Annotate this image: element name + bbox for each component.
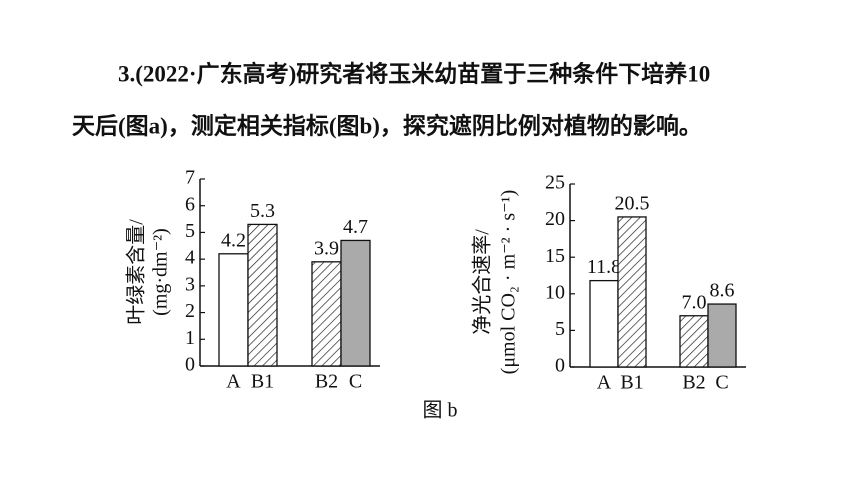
x-tick-label: C (715, 372, 728, 394)
bar (617, 216, 647, 368)
figure-caption: 图 b (423, 400, 458, 422)
bar (311, 261, 342, 367)
y-tick-label: 0 (185, 354, 195, 376)
x-tick-label: A (597, 372, 612, 394)
bar (679, 315, 709, 368)
bar (218, 253, 249, 367)
y-tick-label: 7 (185, 167, 195, 189)
y-tick-label: 6 (185, 193, 195, 215)
y-tick-label: 20 (545, 208, 565, 230)
y-axis-label: 净光合速率/ (471, 229, 494, 335)
y-tick-label: 0 (555, 355, 565, 377)
y-tick-label: 4 (185, 247, 195, 269)
y-tick-label: 5 (185, 220, 195, 242)
value-label: 3.9 (314, 237, 339, 259)
y-axis-label: (μmol CO₂ · m⁻² · s⁻¹) (498, 190, 520, 375)
value-label: 4.2 (221, 229, 246, 251)
x-tick-label: B1 (251, 371, 274, 393)
bar (340, 239, 371, 367)
bar (247, 223, 278, 367)
y-tick-label: 15 (545, 245, 565, 267)
value-label: 8.6 (710, 280, 735, 302)
value-label: 7.0 (682, 291, 707, 313)
x-tick-label: B1 (620, 372, 643, 394)
y-tick-label: 2 (185, 300, 195, 322)
y-tick-label: 3 (185, 273, 195, 295)
y-tick-label: 1 (185, 327, 195, 349)
y-tick-label: 5 (555, 318, 565, 340)
bar (707, 303, 737, 368)
x-tick-label: B2 (682, 372, 705, 394)
y-axis-label: (mg·dm⁻²) (150, 228, 172, 316)
y-tick-label: 10 (545, 281, 565, 303)
question-line: 3.(2022·广东高考)研究者将玉米幼苗置于三种条件下培养10 (118, 60, 710, 86)
question-line: 天后(图a)，测定相关指标(图b)，探究遮阴比例对植物的影响。 (72, 112, 702, 138)
value-label: 20.5 (615, 193, 650, 215)
value-label: 11.8 (587, 256, 621, 278)
x-tick-label: C (349, 371, 362, 393)
bar (589, 279, 619, 368)
x-tick-label: A (226, 371, 241, 393)
y-axis-label: 叶绿素含量/ (125, 219, 148, 325)
value-label: 4.7 (343, 216, 368, 238)
x-tick-label: B2 (315, 371, 338, 393)
value-label: 5.3 (250, 200, 275, 222)
y-tick-label: 25 (545, 172, 565, 194)
